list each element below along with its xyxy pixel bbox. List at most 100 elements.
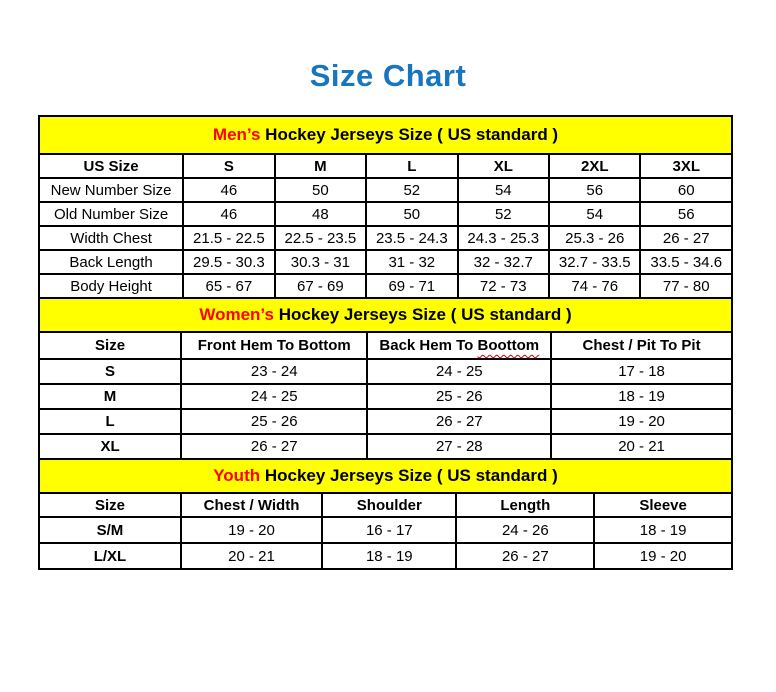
value-cell: 52: [365, 177, 459, 203]
value-cell: 56: [548, 177, 642, 203]
table-row: S 23 - 24 24 - 25 17 - 18: [37, 358, 733, 385]
value-cell: 25 - 26: [366, 383, 553, 410]
header-row: Size Chest / Width Shoulder Length Sleeve: [38, 492, 733, 518]
banner-highlight: Men’s: [212, 125, 261, 144]
row-label-cell: XL: [37, 433, 183, 460]
page-title: Size Chart: [309, 58, 467, 93]
value-cell: 21.5 - 22.5: [182, 225, 276, 251]
value-cell: 77 - 80: [639, 273, 733, 299]
value-cell: 33.5 - 34.6: [639, 249, 733, 275]
banner-text: Hockey Jerseys Size ( US standard ): [260, 466, 558, 485]
row-label-cell: Old Number Size: [37, 201, 185, 227]
value-cell: 69 - 71: [365, 273, 459, 299]
value-cell: 24.3 - 25.3: [456, 225, 551, 251]
section-mens: Men’s Hockey Jerseys Size ( US standard …: [37, 115, 733, 299]
value-cell: 24 - 26: [455, 516, 596, 544]
header-row: US Size S M L XL 2XL 3XL: [37, 153, 733, 179]
womens-table: Size Front Hem To Bottom Back Hem To Boott…: [37, 331, 733, 460]
value-cell: 26 - 27: [455, 542, 596, 570]
value-cell: 26 - 27: [366, 408, 553, 435]
value-cell: 27 - 28: [366, 433, 553, 460]
column-header-cell: Chest / Pit To Pit: [550, 331, 733, 360]
column-header-cell: Sleeve: [593, 492, 733, 518]
table-row: Body Height 65 - 67 67 - 69 69 - 71 72 - 73 7…: [37, 273, 733, 299]
value-cell: 25.3 - 26: [548, 225, 642, 251]
column-header-cell: S: [182, 153, 276, 179]
value-cell: 18 - 19: [550, 383, 733, 410]
table-row: L/XL 20 - 21 18 - 19 26 - 27 19 - 20: [38, 542, 733, 570]
value-cell: 46: [182, 201, 276, 227]
value-cell: 32.7 - 33.5: [548, 249, 642, 275]
table-row: M 24 - 25 25 - 26 18 - 19: [37, 383, 733, 410]
value-cell: 50: [365, 201, 459, 227]
value-cell: 26 - 27: [180, 433, 369, 460]
value-cell: 16 - 17: [321, 516, 458, 544]
table-row: L 25 - 26 26 - 27 19 - 20: [37, 408, 733, 435]
value-cell: 18 - 19: [593, 516, 733, 544]
youth-banner: Youth Hockey Jerseys Size ( US standard …: [38, 458, 733, 494]
womens-banner: Women’s Hockey Jerseys Size ( US standar…: [38, 297, 733, 333]
banner-highlight: Youth: [213, 466, 261, 485]
column-header-cell: Shoulder: [321, 492, 458, 518]
row-label-cell: Back Length: [37, 249, 185, 275]
value-cell: 46: [182, 177, 276, 203]
value-cell: 23.5 - 24.3: [365, 225, 459, 251]
row-label-cell: Body Height: [37, 273, 185, 299]
column-header-cell: Back Hem To Boottom: [366, 331, 553, 360]
row-label-cell: M: [37, 383, 183, 410]
value-cell: 50: [273, 177, 368, 203]
value-cell: 60: [639, 177, 733, 203]
value-cell: 19 - 20: [179, 516, 324, 544]
section-youth: Youth Hockey Jerseys Size ( US standard …: [38, 458, 733, 570]
row-label-cell: Width Chest: [37, 225, 185, 251]
column-header-cell: XL: [456, 153, 551, 179]
value-cell: 20 - 21: [550, 433, 733, 460]
value-cell: 17 - 18: [550, 358, 733, 385]
row-label-cell: L: [37, 408, 183, 435]
table-row: XL 26 - 27 27 - 28 20 - 21: [37, 433, 733, 460]
value-cell: 24 - 25: [180, 383, 369, 410]
column-header-cell: Chest / Width: [179, 492, 324, 518]
value-cell: 74 - 76: [548, 273, 642, 299]
value-cell: 54: [456, 177, 551, 203]
value-cell: 31 - 32: [365, 249, 459, 275]
value-cell: 56: [639, 201, 733, 227]
column-header-cell: Size: [38, 492, 182, 518]
value-cell: 23 - 24: [180, 358, 369, 385]
section-womens: Women’s Hockey Jerseys Size ( US standar…: [37, 297, 733, 460]
value-cell: 65 - 67: [182, 273, 276, 299]
row-label-cell: S: [37, 358, 183, 385]
column-header-cell: Size: [37, 331, 183, 360]
value-cell: 72 - 73: [456, 273, 551, 299]
mens-table: US Size S M L XL 2XL 3XL New Number Size 46 50 52 5…: [37, 153, 733, 299]
value-cell: 22.5 - 23.5: [273, 225, 368, 251]
size-chart-tables: Men’s Hockey Jerseys Size ( US standard …: [37, 115, 733, 570]
header-row: Size Front Hem To Bottom Back Hem To Boott…: [37, 331, 733, 360]
youth-table: Size Chest / Width Shoulder Length Sleeve S/M…: [38, 492, 733, 570]
mens-banner: Men’s Hockey Jerseys Size ( US standard …: [38, 115, 733, 155]
size-chart-page: Size Chart Men’s Hockey Jerseys Size ( U…: [37, 58, 733, 570]
misspelled-word: Boottom: [477, 337, 540, 354]
column-header-cell: 3XL: [639, 153, 733, 179]
table-row: New Number Size 46 50 52 54 56 60: [37, 177, 733, 203]
column-header-cell: Length: [455, 492, 596, 518]
row-label-cell: L/XL: [38, 542, 182, 570]
banner-text: Hockey Jerseys Size ( US standard ): [273, 305, 572, 324]
header-text: Back Hem To: [379, 337, 478, 354]
table-row: Old Number Size 46 48 50 52 54 56: [37, 201, 733, 227]
row-label-cell: S/M: [38, 516, 182, 544]
value-cell: 26 - 27: [639, 225, 733, 251]
column-header-cell: Front Hem To Bottom: [180, 331, 369, 360]
banner-text: Hockey Jerseys Size ( US standard ): [260, 125, 559, 144]
value-cell: 19 - 20: [593, 542, 733, 570]
value-cell: 67 - 69: [273, 273, 368, 299]
value-cell: 32 - 32.7: [456, 249, 551, 275]
value-cell: 24 - 25: [366, 358, 553, 385]
column-header-cell: M: [273, 153, 368, 179]
value-cell: 18 - 19: [321, 542, 458, 570]
value-cell: 48: [273, 201, 368, 227]
value-cell: 29.5 - 30.3: [182, 249, 276, 275]
column-header-cell: US Size: [37, 153, 185, 179]
value-cell: 30.3 - 31: [273, 249, 368, 275]
column-header-cell: 2XL: [548, 153, 642, 179]
